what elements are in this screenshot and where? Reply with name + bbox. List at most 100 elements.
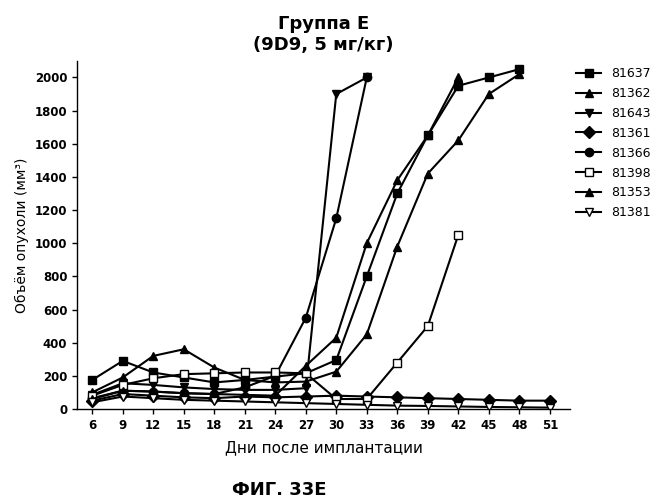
- 81366: [210, 391, 218, 397]
- 81361: [119, 391, 127, 397]
- 81381: [119, 394, 127, 400]
- Line: 81353: 81353: [88, 74, 462, 403]
- 81362: [180, 346, 188, 352]
- 81353: [180, 390, 188, 396]
- 81361: [394, 394, 402, 400]
- 81361: [546, 398, 554, 404]
- 81398: [180, 371, 188, 377]
- 81353: [454, 74, 462, 80]
- 81362: [515, 71, 523, 77]
- 81637: [515, 66, 523, 72]
- 81366: [89, 395, 97, 401]
- 81637: [302, 370, 310, 376]
- 81637: [119, 358, 127, 364]
- 81361: [302, 394, 310, 400]
- 81398: [394, 360, 402, 366]
- 81381: [332, 401, 340, 407]
- 81637: [241, 377, 249, 383]
- 81361: [424, 395, 432, 401]
- 81361: [180, 394, 188, 400]
- 81362: [302, 378, 310, 384]
- 81361: [485, 397, 493, 403]
- 81366: [119, 388, 127, 394]
- 81353: [302, 363, 310, 369]
- 81381: [394, 402, 402, 408]
- 81366: [180, 390, 188, 396]
- 81381: [180, 397, 188, 403]
- 81398: [210, 370, 218, 376]
- 81398: [302, 370, 310, 376]
- 81637: [149, 370, 157, 376]
- 81362: [424, 170, 432, 176]
- 81381: [210, 398, 218, 404]
- 81398: [424, 323, 432, 329]
- 81353: [271, 392, 279, 398]
- 81366: [149, 388, 157, 394]
- 81353: [332, 334, 340, 340]
- 81366: [271, 373, 279, 379]
- 81637: [89, 377, 97, 383]
- 81362: [485, 91, 493, 97]
- 81361: [149, 392, 157, 398]
- 81381: [485, 404, 493, 410]
- 81381: [515, 404, 523, 410]
- 81398: [119, 382, 127, 388]
- 81637: [210, 380, 218, 386]
- Line: 81362: 81362: [88, 70, 523, 396]
- X-axis label: Дни после имплантации: Дни после имплантации: [224, 440, 422, 455]
- 81361: [515, 398, 523, 404]
- 81398: [271, 370, 279, 376]
- 81643: [271, 387, 279, 393]
- 81637: [394, 190, 402, 196]
- 81643: [332, 91, 340, 97]
- Line: 81643: 81643: [88, 74, 371, 399]
- 81381: [363, 402, 371, 408]
- 81643: [241, 387, 249, 393]
- 81361: [332, 392, 340, 398]
- 81353: [394, 177, 402, 183]
- 81637: [180, 374, 188, 380]
- 81362: [149, 353, 157, 359]
- 81362: [210, 364, 218, 370]
- 81398: [363, 396, 371, 402]
- 81643: [363, 74, 371, 80]
- 81643: [210, 386, 218, 392]
- 81362: [394, 244, 402, 250]
- 81398: [332, 396, 340, 402]
- 81362: [454, 138, 462, 143]
- 81362: [119, 374, 127, 380]
- 81362: [363, 332, 371, 338]
- 81637: [332, 357, 340, 363]
- 81381: [241, 398, 249, 404]
- 81381: [424, 403, 432, 409]
- 81637: [363, 274, 371, 280]
- 81362: [332, 368, 340, 374]
- 81362: [89, 390, 97, 396]
- Y-axis label: Объём опухоли (мм³): Объём опухоли (мм³): [15, 157, 29, 312]
- 81643: [180, 384, 188, 390]
- 81381: [271, 400, 279, 406]
- 81361: [271, 394, 279, 400]
- Line: 81637: 81637: [88, 65, 523, 386]
- Text: ФИГ. 33E: ФИГ. 33E: [232, 481, 327, 499]
- 81353: [119, 388, 127, 394]
- 81398: [241, 370, 249, 376]
- 81381: [149, 395, 157, 401]
- 81366: [332, 216, 340, 222]
- 81362: [271, 380, 279, 386]
- 81643: [302, 385, 310, 391]
- Title: Группа E
(9D9, 5 мг/кг): Группа E (9D9, 5 мг/кг): [253, 15, 394, 54]
- 81398: [89, 392, 97, 398]
- 81398: [454, 232, 462, 238]
- 81361: [89, 398, 97, 404]
- 81381: [89, 400, 97, 406]
- 81353: [210, 391, 218, 397]
- 81361: [363, 394, 371, 400]
- 81637: [424, 132, 432, 138]
- Line: 81398: 81398: [88, 231, 462, 403]
- 81398: [149, 376, 157, 382]
- 81353: [363, 240, 371, 246]
- 81366: [241, 384, 249, 390]
- 81643: [119, 380, 127, 386]
- Line: 81381: 81381: [88, 392, 554, 412]
